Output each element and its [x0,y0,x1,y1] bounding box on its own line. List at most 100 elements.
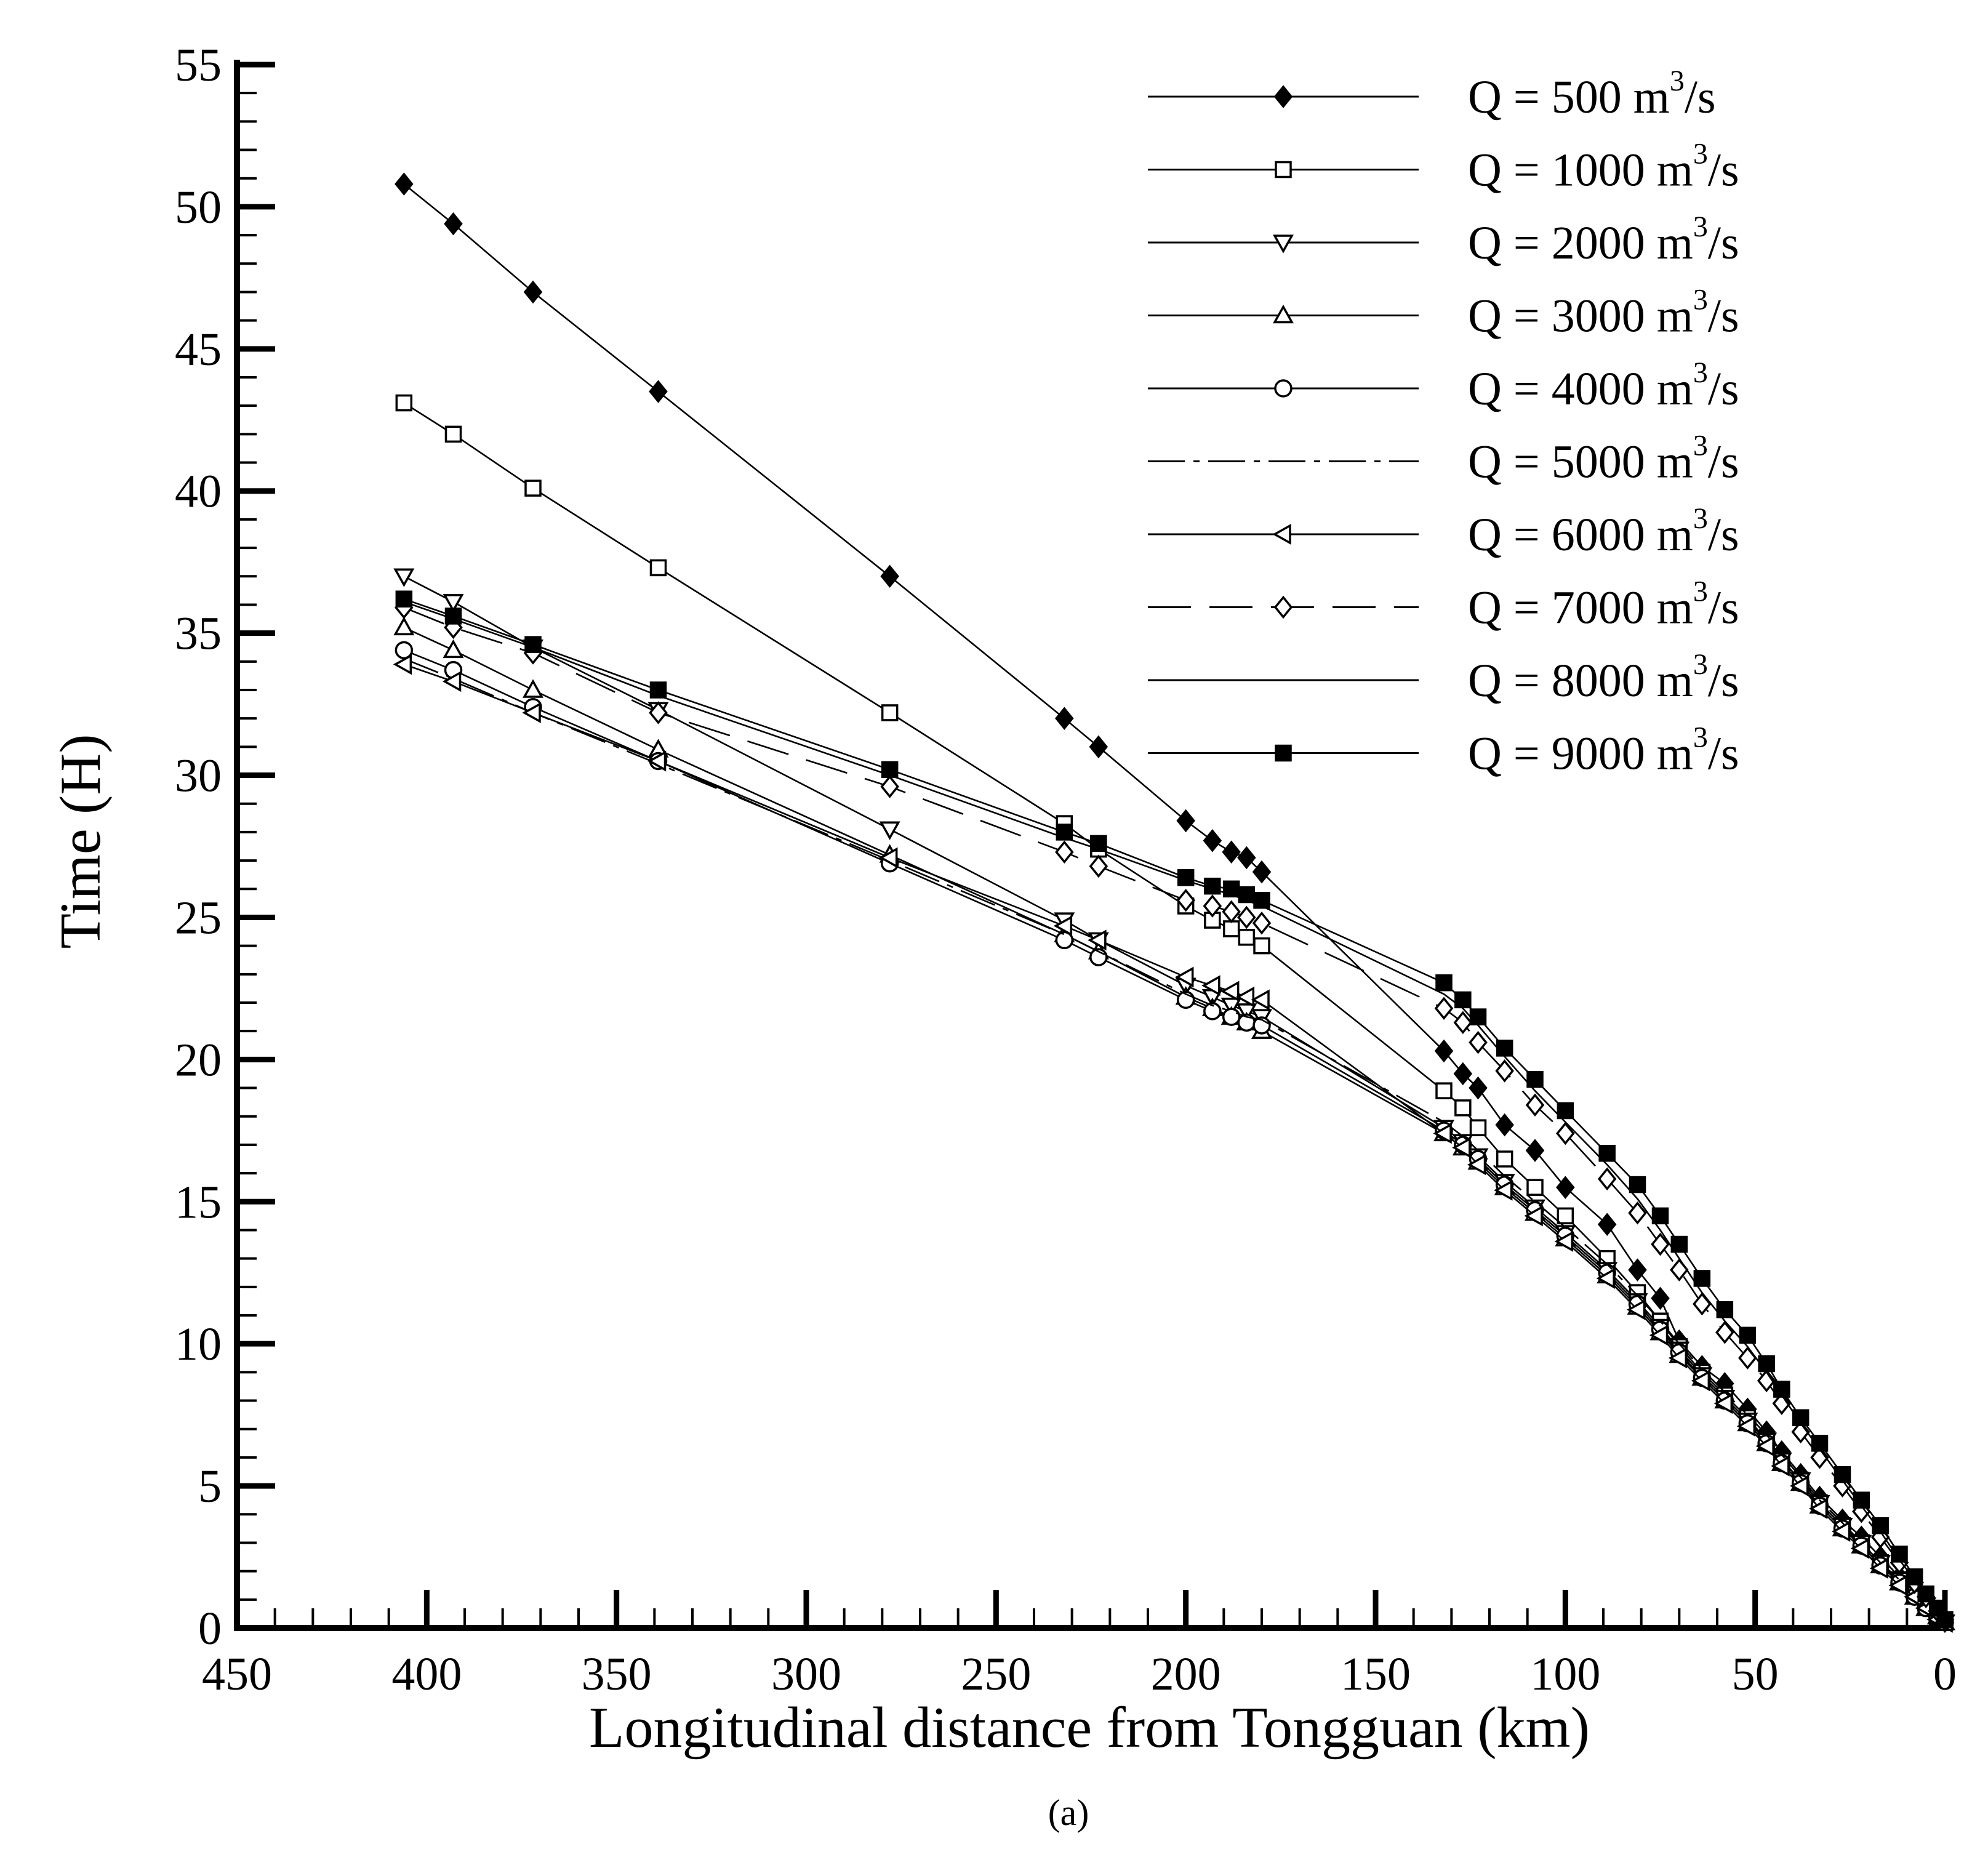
legend-entry: Q = 8000 m3/s [1148,648,1739,707]
data-point [1556,1121,1575,1145]
data-point [1496,1150,1513,1168]
data-point [1222,920,1240,937]
data-point [1452,1137,1471,1158]
legend-entry: Q = 3000 m3/s [1148,284,1739,342]
legend-marker [1273,85,1293,108]
data-point [1175,966,1194,988]
data-point [1494,1179,1513,1201]
data-point [1524,1205,1543,1227]
legend-label: Q = 8000 m3/s [1468,648,1739,707]
data-point [1055,931,1074,950]
data-point [1469,1008,1487,1025]
y-axis-title: Time (H) [49,734,113,949]
data-point [1557,1102,1574,1120]
x-tick-label: 150 [1341,1648,1411,1700]
legend-entry: Q = 2000 m3/s [1148,211,1739,269]
data-point [1736,1416,1756,1437]
series-2 [395,394,1954,1631]
data-point [1670,1235,1688,1253]
legend-marker [1273,595,1293,619]
data-point [1090,835,1107,852]
data-point [1525,1093,1545,1117]
series-7 [393,654,1953,1633]
series-line [403,664,1946,1624]
data-point [1434,997,1454,1021]
data-point [1596,1267,1615,1289]
series-10 [395,590,1954,1628]
data-point [522,702,541,723]
data-point [444,425,462,443]
data-point [1691,1370,1710,1392]
legend-entry: Q = 5000 m3/s [1148,430,1739,488]
y-tick-label: 50 [175,182,222,233]
legend: Q = 500 m3/s Q = 1000 m3/s Q = 2000 m3/s Q … [1148,65,1739,780]
data-point [649,701,668,724]
data-point [1222,900,1241,923]
legend-marker [1272,524,1291,545]
data-point [1088,929,1107,951]
data-point [1739,1326,1757,1344]
data-point [1435,1082,1453,1099]
data-point [524,479,542,497]
data-point [1758,1355,1775,1373]
y-tick-label: 5 [198,1461,222,1512]
data-point [1557,1207,1574,1225]
data-point [1790,1475,1809,1497]
series-line [403,649,1946,1623]
data-point [523,280,543,304]
data-point [1850,1538,1870,1559]
legend-label: Q = 6000 m3/s [1468,502,1739,561]
data-point [1811,1435,1829,1452]
data-point [881,761,899,779]
data-point [1757,1369,1776,1392]
data-point [1792,1409,1810,1427]
x-tick-label: 100 [1530,1648,1600,1700]
data-point [880,564,899,588]
data-point [1872,1517,1889,1534]
data-point [1651,1286,1670,1310]
data-point [649,559,667,577]
y-tick-label: 35 [175,608,222,660]
legend-entry: Q = 500 m3/s [1148,65,1716,123]
data-point [393,616,415,636]
series-6 [403,657,1946,1623]
data-point [1204,877,1221,895]
data-point [1597,1167,1617,1191]
legend-label: Q = 2000 m3/s [1468,211,1739,269]
x-tick-label: 300 [771,1648,841,1700]
data-point [1525,1139,1545,1162]
data-point [1810,1446,1829,1469]
data-point [1651,1232,1670,1256]
data-point [1906,1568,1923,1586]
data-point [1435,974,1453,992]
data-point [1668,1347,1688,1369]
data-point [1469,1119,1487,1136]
data-point [1203,828,1222,852]
y-tick-label: 25 [175,892,222,944]
data-point [523,679,543,698]
x-tick-label: 350 [582,1648,652,1700]
series-1 [395,172,1955,1631]
legend-marker [1275,744,1292,762]
legend-marker [1274,379,1293,398]
data-point [1176,888,1195,912]
data-point [649,681,667,699]
y-tick-label: 55 [175,39,222,91]
data-point [444,212,463,236]
data-point [1670,1258,1689,1281]
data-point [1716,1301,1734,1318]
data-point [1467,1154,1486,1176]
data-point [1176,809,1195,833]
data-point [1252,860,1272,884]
data-point [1453,1011,1473,1035]
x-tick-label: 50 [1732,1648,1779,1700]
data-point [443,594,464,613]
data-point [649,380,668,403]
data-point [1713,1393,1733,1414]
data-point [1598,1145,1616,1162]
data-point [1628,1258,1647,1281]
data-point [1238,929,1256,946]
data-point [1649,1325,1669,1346]
data-point [1177,869,1195,886]
